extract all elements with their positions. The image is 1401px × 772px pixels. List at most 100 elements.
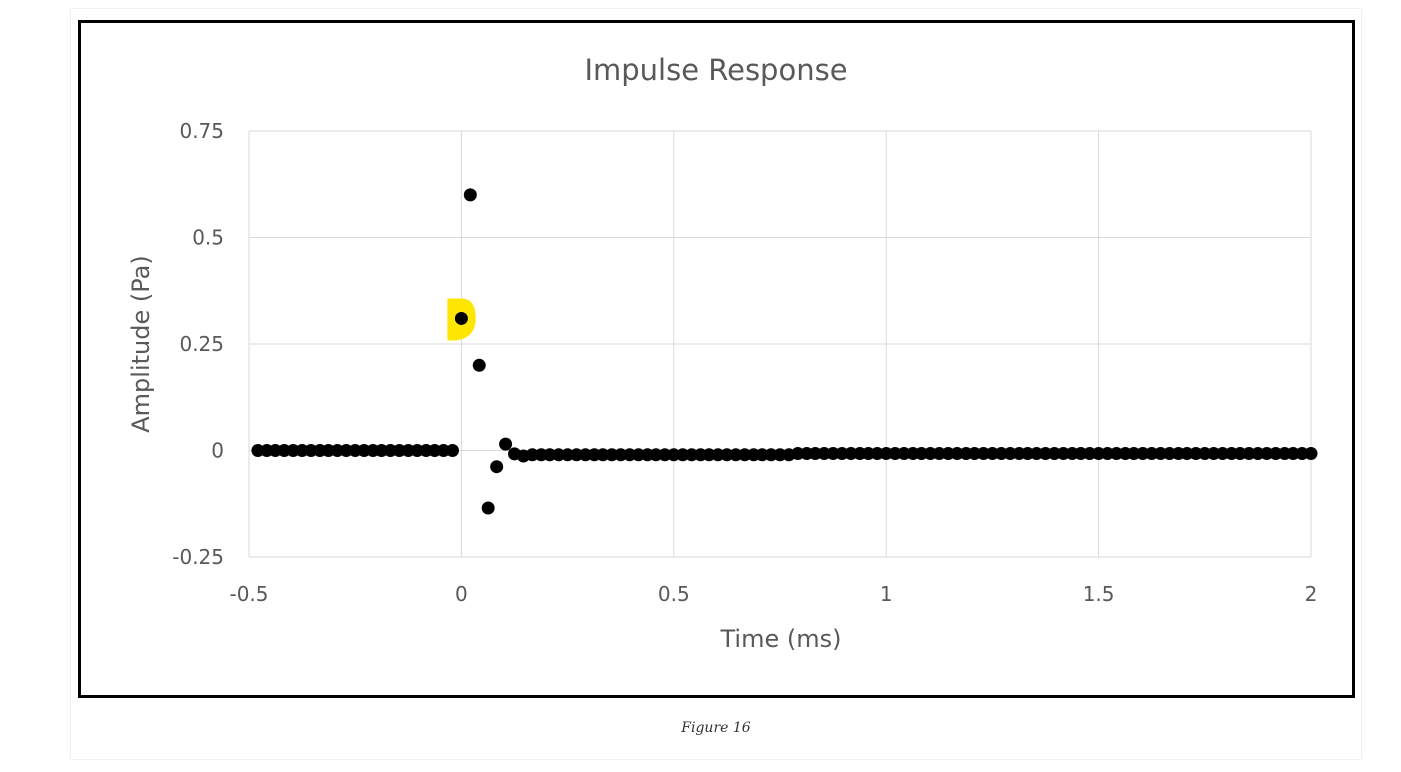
data-point [570,448,584,462]
data-point [649,448,663,462]
data-point [773,448,787,462]
data-point [1145,446,1159,460]
data-point [1154,446,1168,460]
data-point [481,501,495,515]
data-point [879,446,893,460]
data-point [251,444,265,457]
data-point [1083,446,1097,460]
x-tick-label: 2 [1305,582,1318,606]
data-point [552,448,566,462]
data-point [667,448,681,462]
data-point [755,448,769,462]
data-point [339,444,353,457]
x-tick-label: 1.5 [1083,582,1115,606]
data-point [304,444,318,457]
x-axis-title: Time (ms) [720,625,842,653]
data-point [383,444,397,457]
x-tick-label: 1 [880,582,893,606]
data-point [357,444,371,457]
data-point [1163,446,1177,460]
data-point [1136,446,1150,460]
data-point [711,448,725,462]
data-point [941,446,955,460]
data-point [321,444,335,457]
figure-caption: Figure 16 [681,720,751,736]
data-point [578,448,592,462]
y-tick-label: 0.25 [179,332,224,356]
x-tick-label: 0 [455,582,468,606]
data-point [268,444,282,457]
data-point [791,446,805,460]
data-point [348,444,362,457]
data-point [463,188,477,202]
data-point [1101,446,1115,460]
data-point [499,437,513,451]
data-point [1109,446,1123,460]
data-point [808,446,822,460]
data-point [720,448,734,462]
data-point [985,446,999,460]
data-point [914,446,928,460]
chart-title: Impulse Response [584,53,847,87]
grid-layer [248,130,1312,558]
data-point [844,446,858,460]
data-point [445,444,459,457]
data-point [1021,446,1035,460]
data-point [738,448,752,462]
data-point [1189,446,1203,460]
data-point [596,448,610,462]
data-point [1216,446,1230,460]
data-point [1127,446,1141,460]
data-point [437,444,451,457]
data-point [286,444,300,457]
data-point [472,358,486,372]
chart-frame [78,20,1355,698]
data-point [764,448,778,462]
data-point [1242,446,1256,460]
data-point [623,448,637,462]
data-point [277,444,291,457]
data-point [994,446,1008,460]
data-point [614,448,628,462]
data-point [392,444,406,457]
data-point [968,446,982,460]
data-point [685,448,699,462]
y-tick-label: 0.5 [192,226,224,250]
data-point [1286,446,1300,460]
data-point [950,446,964,460]
data-point [817,446,831,460]
data-point [1092,446,1106,460]
data-point [976,446,990,460]
data-point [870,446,884,460]
data-point [1304,446,1318,460]
data-point [861,446,875,460]
data-point [525,448,539,462]
y-tick-label: -0.25 [172,545,224,569]
data-point [401,444,415,457]
data-point [1074,446,1088,460]
data-point [561,448,575,462]
x-tick-label: 0.5 [658,582,690,606]
data-point [1295,446,1309,460]
data-point [632,448,646,462]
y-tick-label: 0.75 [179,119,224,143]
data-point [897,446,911,460]
data-point [1251,446,1265,460]
data-point [729,448,743,462]
x-tick-label: -0.5 [229,582,268,606]
data-point [1047,446,1061,460]
data-point [1180,446,1194,460]
data-point [1198,446,1212,460]
data-point [1039,446,1052,460]
data-point [1233,446,1247,460]
data-point [410,444,424,457]
y-axis-title: Amplitude (Pa) [127,255,155,432]
data-point [605,448,619,462]
data-point [1269,446,1283,460]
data-point [330,444,344,457]
data-point [826,446,840,460]
data-point [295,444,309,457]
data-point [658,448,672,462]
y-tick-label: 0 [211,439,224,463]
data-point [428,444,442,457]
